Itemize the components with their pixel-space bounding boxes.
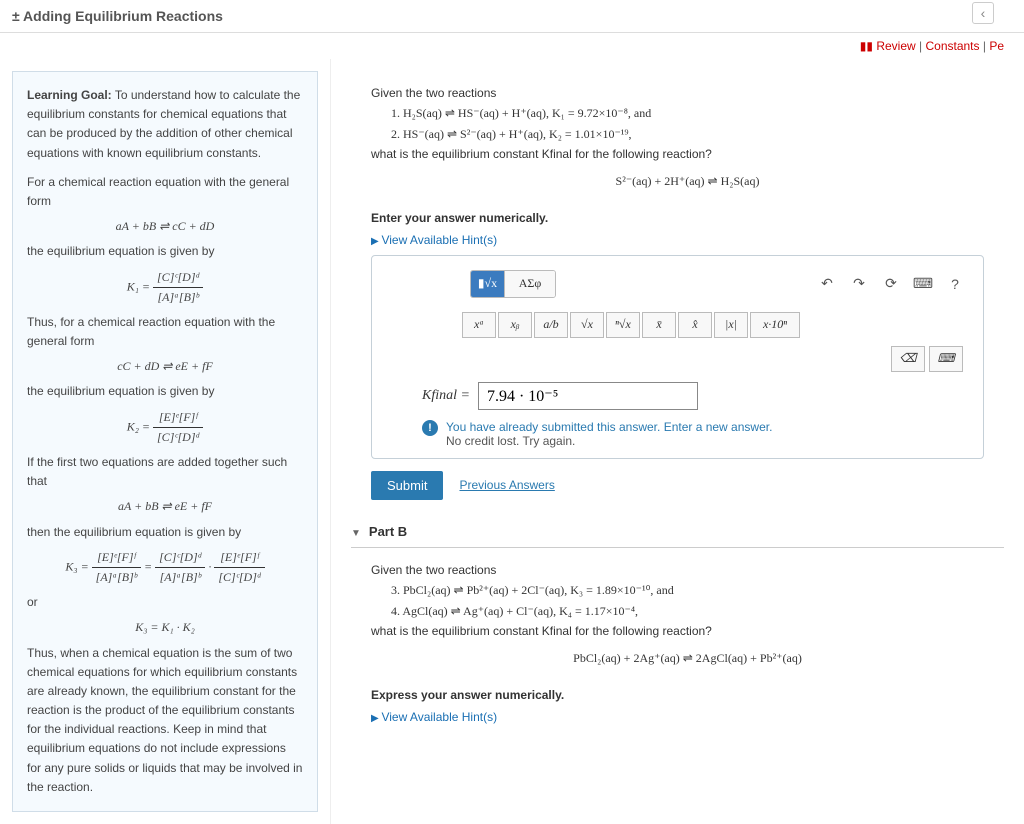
feedback-line1: You have already submitted this answer. … [446,420,772,434]
reaction-1: 1. H₂S(aq) ⇌ HS⁻(aq) + H⁺(aq), K₁ = 9.72… [391,103,1004,123]
keyboard-icon[interactable]: ⌨ [909,272,937,296]
partb-view-hints-link[interactable]: View Available Hint(s) [371,710,1004,724]
btn-xhat[interactable]: x̂ [678,312,712,338]
parta-question: what is the equilibrium constant Kfinal … [371,144,1004,164]
view-hints-link[interactable]: View Available Hint(s) [371,233,1004,247]
toolbar-greek-tab[interactable]: ΑΣφ [505,271,555,297]
eq-k2: K₂ = [E]ᵉ[F]ᶠ [C]ᶜ[D]ᵈ [27,408,303,447]
page-title: ± Adding Equilibrium Reactions [12,8,223,24]
btn-keyboard2[interactable]: ⌨ [929,346,963,372]
kfinal-label: Kfinal = [422,388,470,404]
previous-answers-link[interactable]: Previous Answers [459,478,554,492]
partb-final-eq: PbCl₂(aq) + 2Ag⁺(aq) ⇌ 2AgCl(aq) + Pb²⁺(… [371,648,1004,668]
redo-icon[interactable]: ↷ [845,272,873,296]
eq-general-2: cC + dD ⇌ eE + fF [27,357,303,376]
eq-k3-product: K₃ = K₁ · K₂ [27,618,303,637]
parta-instruction: Enter your answer numerically. [371,211,1004,225]
review-link[interactable]: Review [876,39,915,53]
reaction-3: 3. PbCl₂(aq) ⇌ Pb²⁺(aq) + 2Cl⁻(aq), K₃ =… [391,580,1004,600]
eq-k1: K₁ = [C]ᶜ[D]ᵈ [A]ᵃ[B]ᵇ [27,268,303,307]
info-icon: ! [422,420,438,436]
btn-sqrt[interactable]: √x [570,312,604,338]
sidebar-p3: Thus, for a chemical reaction equation w… [27,313,303,351]
submit-button[interactable]: Submit [371,471,443,500]
reset-icon[interactable]: ⟳ [877,272,905,296]
btn-superscript[interactable]: xᵃ [462,312,496,338]
feedback-line2: No credit lost. Try again. [446,434,772,448]
undo-icon[interactable]: ↶ [813,272,841,296]
reaction-2: 2. HS⁻(aq) ⇌ S²⁻(aq) + H⁺(aq), K₂ = 1.01… [391,124,1004,144]
sidebar-p2: the equilibrium equation is given by [27,242,303,261]
sidebar-p6: then the equilibrium equation is given b… [27,523,303,542]
btn-scientific[interactable]: x·10ⁿ [750,312,800,338]
answer-input[interactable] [478,382,698,410]
btn-subscript[interactable]: xᵦ [498,312,532,338]
btn-backspace[interactable]: ⌫ [891,346,925,372]
eq-general-1: aA + bB ⇌ cC + dD [27,217,303,236]
sidebar-p8: Thus, when a chemical equation is the su… [27,644,303,798]
constants-link[interactable]: Constants [925,39,979,53]
toolbar-template-tab[interactable]: ▮√x [471,271,505,297]
sidebar-p1: For a chemical reaction equation with th… [27,173,303,211]
sidebar-p4: the equilibrium equation is given by [27,382,303,401]
btn-abs[interactable]: |x| [714,312,748,338]
nav-back-button[interactable]: ‹ [972,2,994,24]
goal-label: Learning Goal: [27,88,112,102]
eq-sum: aA + bB ⇌ eE + fF [27,497,303,516]
parta-final-eq: S²⁻(aq) + 2H⁺(aq) ⇌ H₂S(aq) [371,171,1004,191]
reaction-4: 4. AgCl(aq) ⇌ Ag⁺(aq) + Cl⁻(aq), K₄ = 1.… [391,601,1004,621]
btn-fraction[interactable]: a/b [534,312,568,338]
btn-xbar[interactable]: x̄ [642,312,676,338]
partb-intro: Given the two reactions [371,560,1004,580]
learning-goal-box: Learning Goal: To understand how to calc… [12,71,318,812]
eq-k3: K₃ = [E]ᵉ[F]ᶠ [A]ᵃ[B]ᵇ = [C]ᶜ[D]ᵈ [A]ᵃ[B… [27,548,303,587]
btn-nroot[interactable]: ⁿ√x [606,312,640,338]
sidebar-p7: or [27,593,303,612]
top-links: ▮▮ Review | Constants | Pe [0,33,1024,59]
answer-box: ▮√x ΑΣφ ↶ ↷ ⟳ ⌨ ? xᵃ xᵦ a/b √x ⁿ√x x̄ x̂… [371,255,984,459]
help-icon[interactable]: ? [941,272,969,296]
partb-header[interactable]: Part B [351,516,1004,548]
parta-intro: Given the two reactions [371,83,1004,103]
partb-question: what is the equilibrium constant Kfinal … [371,621,1004,641]
partb-instruction: Express your answer numerically. [371,688,1004,702]
periodic-link[interactable]: Pe [989,39,1004,53]
sidebar-p5: If the first two equations are added tog… [27,453,303,491]
